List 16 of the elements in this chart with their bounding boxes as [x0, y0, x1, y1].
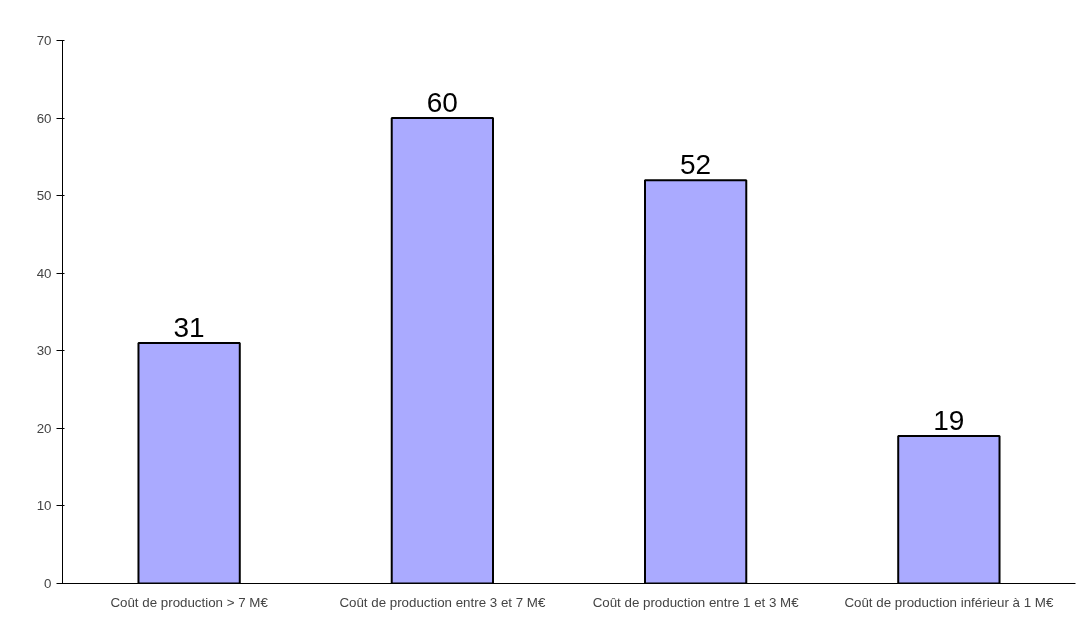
x-tick-label: Coût de production entre 3 et 7 M€ [339, 594, 546, 610]
y-tick-label: 60 [36, 110, 52, 126]
x-tick-label: Coût de production > 7 M€ [110, 594, 269, 610]
data-label: 52 [680, 149, 712, 181]
x-tick-label: Coût de production entre 1 et 3 M€ [592, 594, 800, 610]
data-label: 19 [933, 405, 965, 437]
y-tick-label: 40 [36, 265, 52, 281]
y-tick-label: 30 [36, 343, 52, 359]
y-tick-label: 50 [36, 188, 52, 204]
y-tick-label: 0 [44, 576, 52, 591]
y-tick-label: 70 [36, 33, 52, 48]
data-label: 60 [426, 87, 458, 119]
y-tick-label: 10 [36, 498, 52, 514]
y-tick-label: 20 [36, 420, 52, 436]
data-label: 31 [173, 312, 205, 344]
x-tick-label: Coût de production inférieur à 1 M€ [844, 594, 1054, 610]
